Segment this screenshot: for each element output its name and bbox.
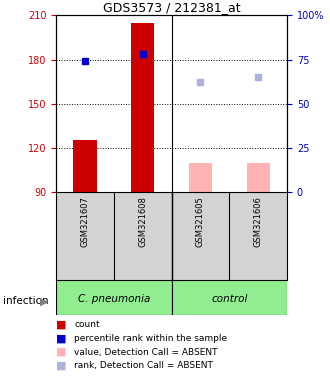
Text: control: control [211, 294, 248, 305]
Text: infection: infection [3, 296, 49, 306]
Text: GSM321607: GSM321607 [81, 197, 89, 247]
Text: C. pneumonia: C. pneumonia [78, 294, 150, 305]
Text: rank, Detection Call = ABSENT: rank, Detection Call = ABSENT [74, 361, 213, 371]
Text: ■: ■ [56, 347, 67, 357]
Title: GDS3573 / 212381_at: GDS3573 / 212381_at [103, 1, 241, 14]
Bar [247, 162, 270, 192]
Text: count: count [74, 320, 100, 329]
Text: GSM321606: GSM321606 [254, 197, 263, 247]
Bar [74, 141, 97, 192]
Text: GSM321608: GSM321608 [138, 197, 147, 247]
Bar [131, 23, 154, 192]
Bar [56, 280, 172, 315]
Bar [172, 280, 287, 315]
Text: ■: ■ [56, 361, 67, 371]
Text: ■: ■ [56, 333, 67, 343]
Bar [189, 162, 212, 192]
Text: ■: ■ [56, 319, 67, 329]
Text: ▶: ▶ [40, 296, 49, 306]
Text: percentile rank within the sample: percentile rank within the sample [74, 334, 227, 343]
Text: GSM321605: GSM321605 [196, 197, 205, 247]
Text: value, Detection Call = ABSENT: value, Detection Call = ABSENT [74, 348, 218, 357]
